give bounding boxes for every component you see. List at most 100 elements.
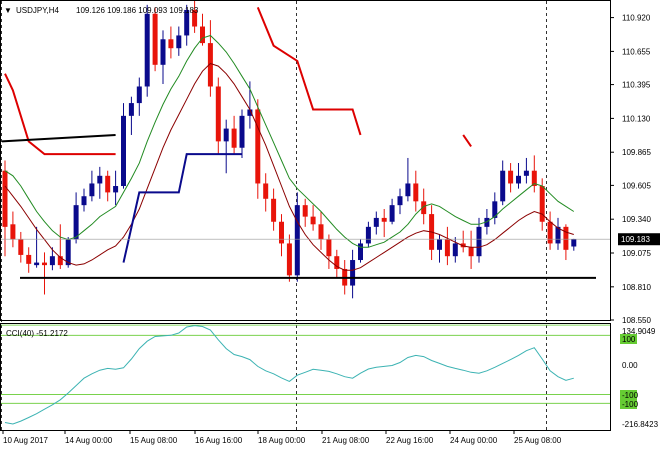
candlestick-series[interactable] xyxy=(2,1,577,299)
bull-candle[interactable] xyxy=(97,175,103,184)
bull-candle[interactable] xyxy=(176,35,182,49)
bull-candle[interactable] xyxy=(571,239,577,247)
bear-candle[interactable] xyxy=(508,170,514,184)
current-price-label: 109.183 xyxy=(621,235,650,244)
bear-candle[interactable] xyxy=(310,216,316,225)
bear-candle[interactable] xyxy=(381,217,387,222)
bear-candle[interactable] xyxy=(26,254,32,264)
current-price-tag xyxy=(618,233,660,246)
bull-candle[interactable] xyxy=(500,170,506,202)
bull-candle[interactable] xyxy=(34,262,40,266)
bear-candle[interactable] xyxy=(468,247,474,257)
bear-candle[interactable] xyxy=(215,86,221,142)
moving-average-fast-line xyxy=(4,34,575,248)
cci-line[interactable] xyxy=(4,325,574,425)
bear-candle[interactable] xyxy=(255,109,261,184)
bull-candle[interactable] xyxy=(247,109,253,116)
bull-candle[interactable] xyxy=(437,239,442,250)
bear-candle[interactable] xyxy=(2,170,8,227)
bull-candle[interactable] xyxy=(223,128,229,142)
bull-candle[interactable] xyxy=(121,115,126,187)
bull-candle[interactable] xyxy=(65,239,71,266)
symbol-label: USDJPY,H4 xyxy=(16,6,60,15)
price-tick-label: 110.920 xyxy=(622,14,651,23)
bull-candle[interactable] xyxy=(476,226,482,257)
time-axis[interactable]: 10 Aug 2017 14 Aug 00:00 15 Aug 08:00 16 Au… xyxy=(2,430,562,445)
bear-candle[interactable] xyxy=(263,183,269,199)
cci-indicator[interactable] xyxy=(1,324,610,425)
bull-candle[interactable] xyxy=(397,196,403,206)
bull-candle[interactable] xyxy=(516,175,521,184)
bear-candle[interactable] xyxy=(421,201,427,215)
time-tick-label: 18 Aug 00:00 xyxy=(258,436,306,445)
bear-candle[interactable] xyxy=(271,198,277,222)
price-axis[interactable]: 110.920 110.655 110.395 110.130 109.865 109.6… xyxy=(610,14,660,325)
bear-candle[interactable] xyxy=(57,256,63,266)
bear-candle[interactable] xyxy=(200,26,205,44)
bull-candle[interactable] xyxy=(144,13,150,87)
bull-candle[interactable] xyxy=(294,205,300,276)
bear-candle[interactable] xyxy=(547,221,553,244)
moving-average-slow-line xyxy=(4,62,574,271)
bull-candle[interactable] xyxy=(373,217,379,227)
price-tick-label: 109.605 xyxy=(622,181,651,190)
bull-candle[interactable] xyxy=(452,243,458,257)
bull-candle[interactable] xyxy=(113,186,119,193)
bear-candle[interactable] xyxy=(318,224,324,240)
cci-max-label: 134.9049 xyxy=(622,327,656,336)
bull-candle[interactable] xyxy=(365,226,371,244)
bull-candle[interactable] xyxy=(484,217,490,227)
time-tick-label: 16 Aug 16:00 xyxy=(195,436,243,445)
price-tick-label: 110.395 xyxy=(622,81,651,90)
bull-candle[interactable] xyxy=(49,256,55,266)
time-tick-label: 24 Aug 00:00 xyxy=(450,436,498,445)
bull-candle[interactable] xyxy=(136,86,142,104)
price-tick-label: 109.075 xyxy=(622,249,651,258)
time-tick-label: 10 Aug 2017 xyxy=(3,436,48,445)
bull-candle[interactable] xyxy=(405,183,411,197)
stop-line-red-1 xyxy=(4,73,116,156)
bull-candle[interactable] xyxy=(350,260,356,286)
bull-candle[interactable] xyxy=(492,201,498,218)
bear-candle[interactable] xyxy=(531,170,537,187)
bull-candle[interactable] xyxy=(389,205,395,222)
bull-candle[interactable] xyxy=(128,103,134,116)
bear-candle[interactable] xyxy=(42,262,47,266)
bear-candle[interactable] xyxy=(192,9,198,27)
bear-candle[interactable] xyxy=(152,13,158,65)
bear-candle[interactable] xyxy=(539,186,545,222)
bull-candle[interactable] xyxy=(358,243,363,261)
bull-candle[interactable] xyxy=(523,170,529,176)
bear-candle[interactable] xyxy=(10,224,16,240)
bull-candle[interactable] xyxy=(184,9,190,36)
bear-candle[interactable] xyxy=(231,128,237,148)
bull-candle[interactable] xyxy=(555,226,561,244)
bull-candle[interactable] xyxy=(89,183,95,197)
bear-candle[interactable] xyxy=(334,256,340,269)
time-tick-label: 22 Aug 16:00 xyxy=(386,436,434,445)
bear-candle[interactable] xyxy=(279,221,284,244)
bear-candle[interactable] xyxy=(18,239,24,255)
time-tick-label: 21 Aug 08:00 xyxy=(322,436,370,445)
bear-candle[interactable] xyxy=(286,243,292,276)
cci-minus100-label: -100 xyxy=(622,400,639,409)
bull-candle[interactable] xyxy=(160,39,166,65)
bear-candle[interactable] xyxy=(460,243,466,248)
cci-minus100-label: -100 xyxy=(622,391,639,400)
bear-candle[interactable] xyxy=(326,239,332,257)
bull-candle[interactable] xyxy=(239,115,245,148)
bear-candle[interactable] xyxy=(413,183,419,202)
bull-candle[interactable] xyxy=(73,205,79,240)
chart-menu-triangle-icon[interactable]: ▼ xyxy=(4,6,12,15)
bear-candle[interactable] xyxy=(444,239,450,257)
bear-candle[interactable] xyxy=(563,226,569,250)
bear-candle[interactable] xyxy=(302,205,308,217)
bear-candle[interactable] xyxy=(207,43,213,87)
time-tick-label: 25 Aug 08:00 xyxy=(514,436,562,445)
bear-candle[interactable] xyxy=(105,175,111,193)
bull-candle[interactable] xyxy=(81,196,87,206)
bear-candle[interactable] xyxy=(168,39,174,49)
